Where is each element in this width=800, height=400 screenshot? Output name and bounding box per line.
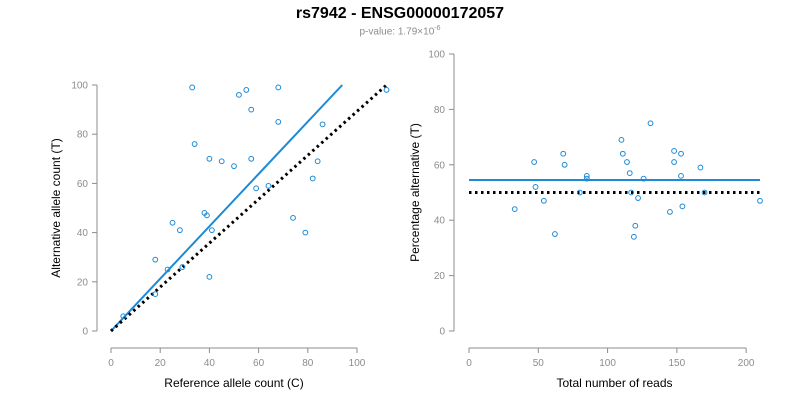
panel1-data-point [243,87,250,93]
panel2-data-point [560,150,567,157]
panel2-y-tick-label: 60 [434,160,446,171]
panel1-data-point [204,212,210,219]
panel2-data-point [631,233,637,240]
panel2-data-point [628,189,635,196]
panel1-y-tick-label: 100 [71,81,88,92]
panel2-data-point [540,197,547,204]
pvalue-mantissa: 1.79×10 [397,26,435,38]
panel2-data-point [531,159,538,165]
panel2-data-point [632,222,639,229]
panel1-data-point [179,264,186,270]
panel2-x-tick-label: 150 [669,358,686,369]
chart-subtitle: p-value: 1.79×10-6 [0,25,800,37]
panel1-data-point [265,182,272,189]
panel1-data-point [302,229,309,236]
panel2-data-point [635,195,641,201]
panel2-data-point [583,175,590,182]
panel2-data-point [532,184,539,190]
panel2-x-axis-label: Total number of reads [556,376,672,390]
panel1-data-point [275,84,282,91]
panel1-reference-line [110,83,388,333]
panel1-data-point [164,266,171,273]
panel1-data-point [314,158,321,165]
panel1-data-point [248,155,255,162]
panel2-data-point [678,150,684,157]
panel1-data-point [206,155,213,162]
panel1-y-tick-label: 0 [82,327,88,338]
panel1-data-point [319,121,326,128]
panel1-fit-line [110,84,343,332]
panel1-x-tick-label: 20 [155,358,167,369]
panel1-y-tick-label: 60 [77,179,89,190]
panel1-y-tick-label: 80 [77,130,89,141]
panel2-data-point [671,148,677,154]
panel2-x-tick-label: 50 [533,358,545,369]
panel1-data-point [169,219,176,226]
panel2-data-point [561,161,568,168]
panel2-x-tick-label: 100 [599,358,616,369]
panel1-data-point [152,291,159,298]
panel1-data-point [206,273,213,280]
panel1-y-tick-label: 20 [77,277,89,288]
panel1-data-point [231,163,237,170]
panel2-data-point [679,203,686,210]
panel2-y-tick-label: 80 [434,105,446,116]
panel2-data-point [511,206,518,213]
panel2-y-axis-label: Percentage alternative (T) [408,123,422,262]
panel1-data-point [383,87,390,93]
panel2-data-point [618,136,625,143]
panel2-data-point [678,172,684,179]
panel1-y-axis-label: Alternative allele count (T) [49,138,63,277]
panel2-data-point [697,164,704,171]
panel1-x-tick-label: 100 [349,358,366,369]
panel2-data-point [626,170,633,177]
panel1-x-axis-label: Reference allele count (C) [164,376,303,390]
panel1-data-point [208,227,215,234]
panel1-x-tick-label: 40 [204,358,216,369]
panel2-data-point [640,175,647,182]
panel1-x-tick-label: 0 [108,358,114,369]
pvalue-prefix: p-value: [359,26,398,38]
panel2-y-tick-label: 0 [439,327,445,338]
panel2-y-tick-label: 40 [434,216,446,227]
panel1-data-point [152,256,159,263]
panel1-y-tick-label: 40 [77,228,89,239]
panel1-data-point [309,175,316,182]
panel2-data-point [576,189,583,196]
panel2-data-point [671,159,677,165]
panel2-y-tick-label: 20 [434,271,446,282]
panel2-data-point [583,172,590,179]
panel1-data-point [248,106,255,113]
panel1-data-point [290,214,296,221]
panel1-x-tick-label: 80 [302,358,314,369]
panel2-data-point [701,189,708,196]
panel1-data-point [120,313,127,320]
pvalue-exponent: -6 [434,25,441,32]
panel1-data-point [253,185,260,192]
panel1-x-tick-label: 60 [253,358,265,369]
panel2-data-point [757,197,763,204]
panel1-data-point [189,84,196,91]
panel2-x-tick-label: 200 [738,358,755,369]
chart-title: rs7942 - ENSG00000172057 [295,5,505,22]
panel1-data-point [275,119,282,125]
panel2-x-tick-label: 0 [466,358,472,369]
panel1-data-point [191,141,198,147]
panel1-data-point [236,91,242,98]
panel2-y-tick-label: 100 [428,50,445,61]
panel1-data-point [176,227,183,234]
panel2-data-point [619,150,626,157]
panel2-data-point [647,120,654,127]
panel2-data-point [552,231,558,237]
panel1-data-point [218,158,225,165]
panel2-data-point [624,159,630,165]
panel2-data-point [667,208,673,215]
